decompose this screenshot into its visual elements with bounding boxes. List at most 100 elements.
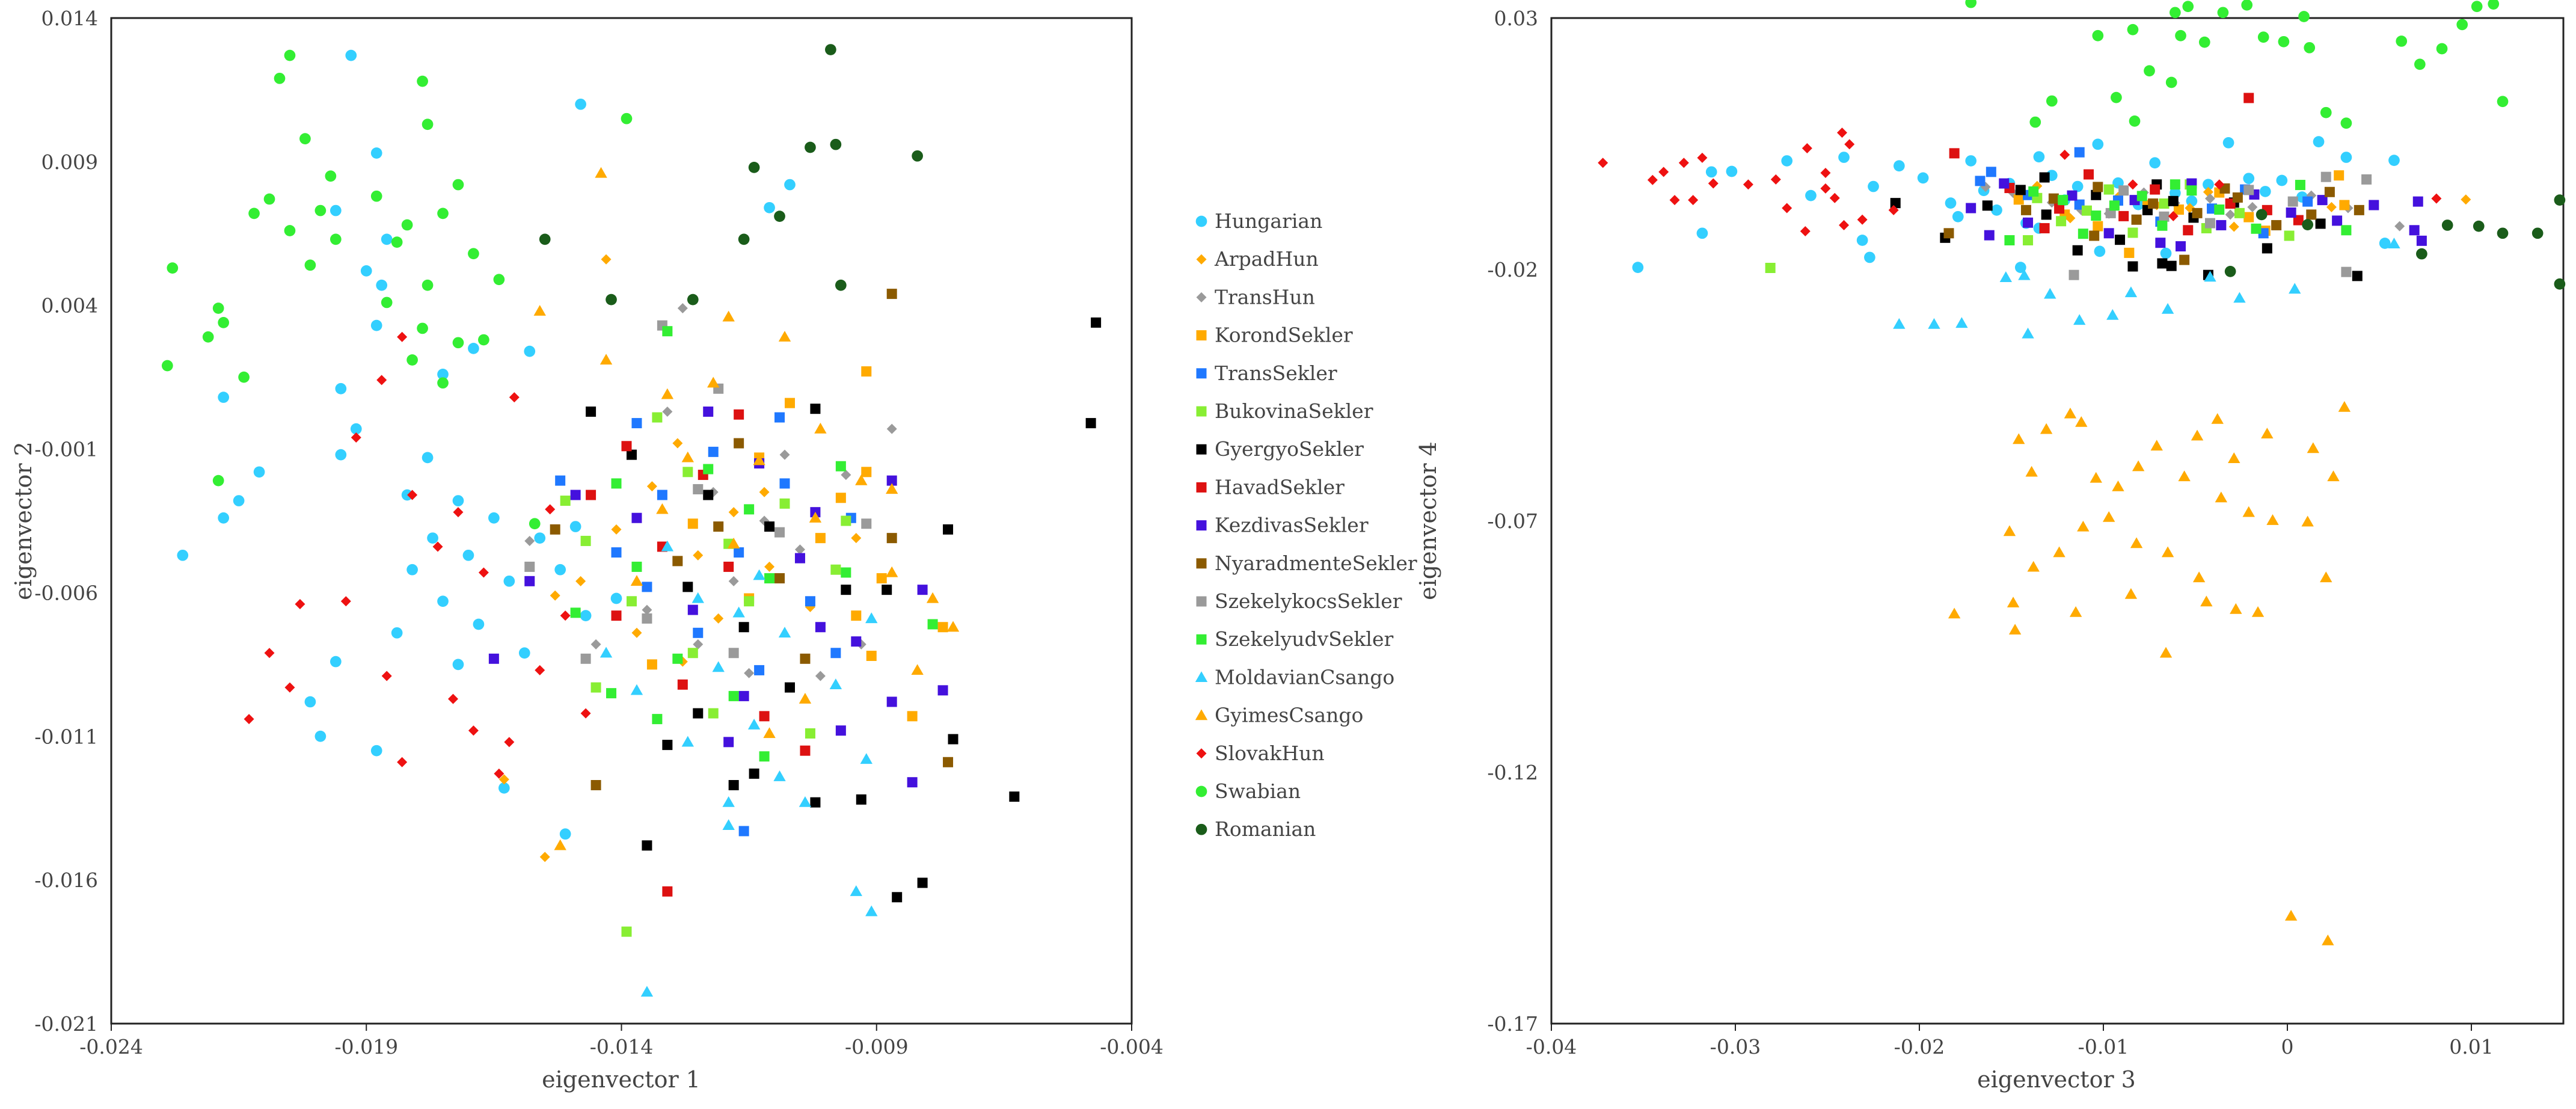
data-point — [851, 533, 862, 544]
data-point — [580, 610, 592, 621]
data-point — [611, 610, 622, 621]
data-point — [657, 490, 667, 500]
data-point — [856, 794, 866, 805]
data-point — [631, 418, 642, 429]
data-point — [570, 607, 581, 618]
data-point — [248, 207, 260, 220]
data-point — [518, 647, 530, 659]
data-point — [646, 481, 657, 492]
legend-label: KezdivasSekler — [1215, 514, 1369, 537]
data-point — [626, 449, 637, 460]
data-point — [381, 671, 392, 681]
data-point — [661, 540, 674, 551]
data-point — [304, 259, 316, 271]
data-point — [850, 885, 863, 896]
legend-label: NyaradmenteSekler — [1215, 551, 1417, 575]
data-point — [2059, 149, 2070, 160]
data-point — [2251, 223, 2262, 234]
data-point — [569, 521, 581, 532]
data-point — [453, 507, 464, 518]
data-point — [1820, 183, 1831, 194]
data-point — [810, 797, 821, 808]
data-point — [2284, 230, 2295, 241]
data-point — [2078, 229, 2088, 239]
data-point — [2216, 220, 2227, 230]
data-point — [759, 751, 770, 762]
data-point — [794, 553, 805, 564]
chart-1-x-tick-label: -0.014 — [590, 1035, 654, 1058]
chart-2-x-tick-label: -0.02 — [1894, 1035, 1945, 1058]
data-point — [774, 527, 785, 538]
data-point — [2157, 258, 2168, 269]
data-point — [2217, 7, 2229, 19]
data-point — [2388, 155, 2400, 166]
data-point — [2412, 196, 2423, 207]
data-point — [2320, 171, 2331, 182]
data-point — [2322, 934, 2334, 945]
data-point — [1708, 178, 1719, 189]
legend-label: HavadSekler — [1215, 475, 1345, 499]
data-point — [600, 647, 613, 658]
data-point — [2169, 7, 2181, 19]
chart-1-x-ticks: -0.024 -0.019 -0.014 -0.009 -0.004 — [79, 1024, 1164, 1058]
data-point — [1856, 235, 1868, 246]
data-point — [661, 388, 674, 399]
data-point — [662, 406, 673, 417]
data-point — [1688, 195, 1699, 206]
data-point — [652, 714, 663, 725]
data-point — [452, 179, 464, 191]
data-point — [2352, 271, 2363, 281]
data-point — [2129, 115, 2141, 127]
data-point — [860, 753, 872, 764]
chart-2-series-szekelykocssekler — [2068, 171, 2372, 280]
data-point — [550, 590, 560, 601]
data-point — [2044, 287, 2056, 299]
data-point — [611, 524, 622, 535]
data-point — [713, 521, 724, 532]
data-point — [2176, 241, 2186, 252]
data-point — [376, 375, 387, 386]
data-point — [452, 337, 464, 349]
data-point — [662, 326, 673, 337]
data-point — [2074, 147, 2085, 158]
data-point — [370, 745, 382, 757]
data-point — [2103, 228, 2114, 239]
legend-label: SlovakHun — [1215, 742, 1325, 765]
data-point — [468, 725, 479, 736]
data-point — [2056, 216, 2067, 227]
data-point — [2200, 595, 2213, 607]
data-point — [2257, 31, 2269, 43]
chart-2-y-tick-label: -0.17 — [1487, 1012, 1538, 1036]
data-point — [2256, 209, 2268, 221]
chart-1-frame — [110, 17, 1133, 1025]
data-point — [2554, 194, 2566, 206]
data-point — [2069, 606, 2082, 617]
data-point — [2109, 200, 2120, 211]
legend-marker — [1196, 406, 1207, 417]
data-point — [2230, 603, 2242, 614]
data-point — [723, 737, 734, 748]
data-point — [391, 236, 403, 248]
data-point — [2414, 58, 2426, 70]
data-point — [805, 141, 816, 153]
data-point — [732, 606, 745, 618]
data-point — [2025, 465, 2038, 477]
chart-2-series-romanian — [2224, 194, 2566, 290]
data-point — [681, 736, 695, 747]
chart-2-series-szekelyudvsekler — [2004, 179, 2352, 246]
data-point — [2118, 185, 2129, 196]
data-point — [2115, 235, 2126, 245]
data-point — [2278, 35, 2290, 48]
data-point — [2046, 95, 2058, 107]
data-point — [2013, 433, 2025, 444]
chart-1-y-tick-label: 0.004 — [41, 294, 98, 318]
data-point — [1984, 230, 1995, 241]
data-point — [937, 622, 948, 633]
data-point — [747, 718, 761, 730]
data-point — [2306, 209, 2317, 220]
legend-item-transsekler: TransSekler — [1196, 361, 1337, 385]
data-point — [284, 225, 296, 236]
chart-1-x-tick-label: -0.019 — [334, 1035, 398, 1058]
data-point — [815, 671, 826, 681]
data-point — [886, 483, 898, 494]
